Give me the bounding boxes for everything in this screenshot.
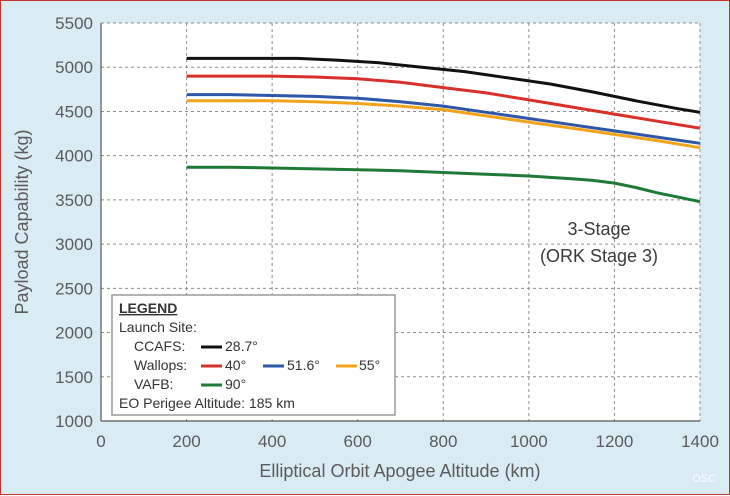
x-tick-label: 1200 [596, 432, 634, 451]
x-tick-label: 1000 [510, 432, 548, 451]
legend-label-40: 40° [225, 357, 246, 373]
x-tick-label: 800 [429, 432, 457, 451]
x-tick-label: 0 [96, 432, 105, 451]
legend-background [111, 294, 396, 416]
x-tick-label: 400 [258, 432, 286, 451]
y-tick-label: 5000 [55, 58, 93, 77]
legend-label-51-6: 51.6° [287, 357, 320, 373]
legend-site-wallops: Wallops: [134, 357, 187, 373]
legend-label-55: 55° [359, 357, 380, 373]
y-tick-label: 2500 [55, 279, 93, 298]
annotation-line-2: (ORK Stage 3) [540, 246, 658, 266]
y-tick-label: 5500 [55, 14, 93, 33]
legend-launch-site-label: Launch Site: [119, 319, 197, 335]
legend-label-90: 90° [225, 376, 246, 392]
x-tick-label: 1400 [681, 432, 719, 451]
series-lines [186, 56, 701, 204]
legend-footer: EO Perigee Altitude: 185 km [119, 395, 295, 411]
x-axis-title: Elliptical Orbit Apogee Altitude (km) [259, 461, 540, 481]
y-axis-title: Payload Capability (kg) [12, 129, 32, 314]
series-line-40 [186, 74, 701, 130]
y-tick-label: 4500 [55, 102, 93, 121]
y-tick-labels: 1000 1500 2000 2500 3000 3500 4000 4500 5000 5500 [55, 14, 93, 431]
legend-site-vafb: VAFB: [134, 376, 173, 392]
x-tick-label: 600 [344, 432, 372, 451]
y-tick-label: 2000 [55, 324, 93, 343]
annotation-line-1: 3-Stage [567, 219, 630, 239]
y-tick-label: 1500 [55, 368, 93, 387]
credit-text: OSC [692, 473, 716, 485]
x-tick-label: 200 [172, 432, 200, 451]
y-tick-label: 3500 [55, 191, 93, 210]
legend-title: LEGEND [119, 300, 177, 316]
legend-label-28-7: 28.7° [225, 338, 258, 354]
x-tick-labels: 0 200 400 600 800 1000 1200 1400 [96, 432, 719, 451]
y-tick-label: 3000 [55, 235, 93, 254]
legend-site-ccafs: CCAFS: [134, 338, 185, 354]
y-tick-label: 4000 [55, 147, 93, 166]
series-line-55 [186, 99, 701, 150]
series-line-51-6 [186, 93, 701, 145]
series-line-90 [186, 165, 701, 204]
axes [100, 23, 700, 422]
series-line-28-7 [186, 56, 701, 114]
y-tick-label: 1000 [55, 412, 93, 431]
legend-box: LEGEND Launch Site: CCAFS: 28.7° Wallops… [111, 294, 396, 416]
